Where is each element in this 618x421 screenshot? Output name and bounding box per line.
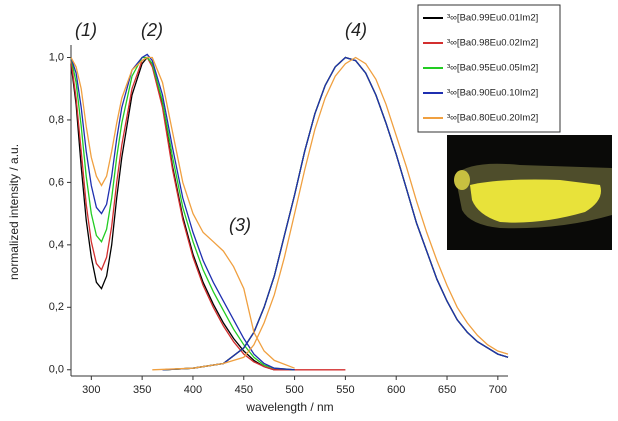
x-tick-label: 350 [133,384,151,396]
x-tick-label: 550 [336,384,354,396]
x-tick-label: 650 [438,384,456,396]
y-tick-label: 0,6 [49,176,64,188]
photo-inset [447,135,612,250]
x-tick-label: 500 [285,384,303,396]
x-tick-label: 400 [184,384,202,396]
legend-label: ³∞[Ba0.98Eu0.02Im2] [447,38,538,49]
legend-label: ³∞[Ba0.95Eu0.05Im2] [447,63,538,74]
legend-label: ³∞[Ba0.90Eu0.10Im2] [447,88,538,99]
annotation: (1) [75,20,97,40]
annotation: (2) [141,20,163,40]
annotation: (4) [345,20,367,40]
y-tick-label: 0,4 [49,239,64,251]
annotation: (3) [229,215,251,235]
y-tick-label: 1,0 [49,51,64,63]
y-tick-label: 0,2 [49,301,64,313]
x-axis-label: wavelength / nm [245,400,333,414]
x-tick-label: 700 [489,384,507,396]
y-tick-label: 0,8 [49,114,64,126]
y-axis-label: normalized intensity / a.u. [7,144,21,280]
series-line [70,56,509,371]
legend-label: ³∞[Ba0.80Eu0.20Im2] [447,113,538,124]
x-tick-label: 450 [235,384,253,396]
y-tick-label: 0,0 [49,364,64,376]
x-tick-label: 300 [82,384,100,396]
legend-label: ³∞[Ba0.99Eu0.01Im2] [447,13,538,24]
x-tick-label: 600 [387,384,405,396]
